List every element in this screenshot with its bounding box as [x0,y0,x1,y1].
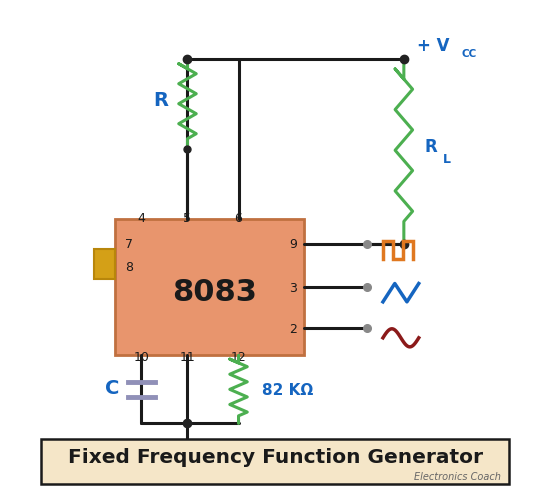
Text: 7: 7 [125,238,133,251]
Text: R: R [424,138,437,156]
Text: Electronics Coach: Electronics Coach [414,471,501,481]
Text: 12: 12 [230,351,246,364]
Text: 4: 4 [138,212,145,224]
Text: 6: 6 [235,212,243,224]
Text: CC: CC [461,49,476,59]
Text: L: L [443,153,451,166]
FancyBboxPatch shape [94,250,114,280]
Text: 8: 8 [125,261,133,274]
Text: 3: 3 [289,281,297,294]
Text: 9: 9 [289,238,297,251]
Text: 2: 2 [289,322,297,335]
Text: + V: + V [417,37,450,55]
Text: 82 KΩ: 82 KΩ [262,382,313,397]
Text: C: C [105,378,119,397]
Text: R: R [153,91,168,110]
Text: 10: 10 [133,351,149,364]
Text: Fixed Frequency Function Generator: Fixed Frequency Function Generator [68,447,482,466]
Text: 11: 11 [180,351,195,364]
FancyBboxPatch shape [114,220,304,356]
Text: 5: 5 [184,212,191,224]
FancyBboxPatch shape [41,440,509,484]
Text: 8083: 8083 [173,277,257,306]
